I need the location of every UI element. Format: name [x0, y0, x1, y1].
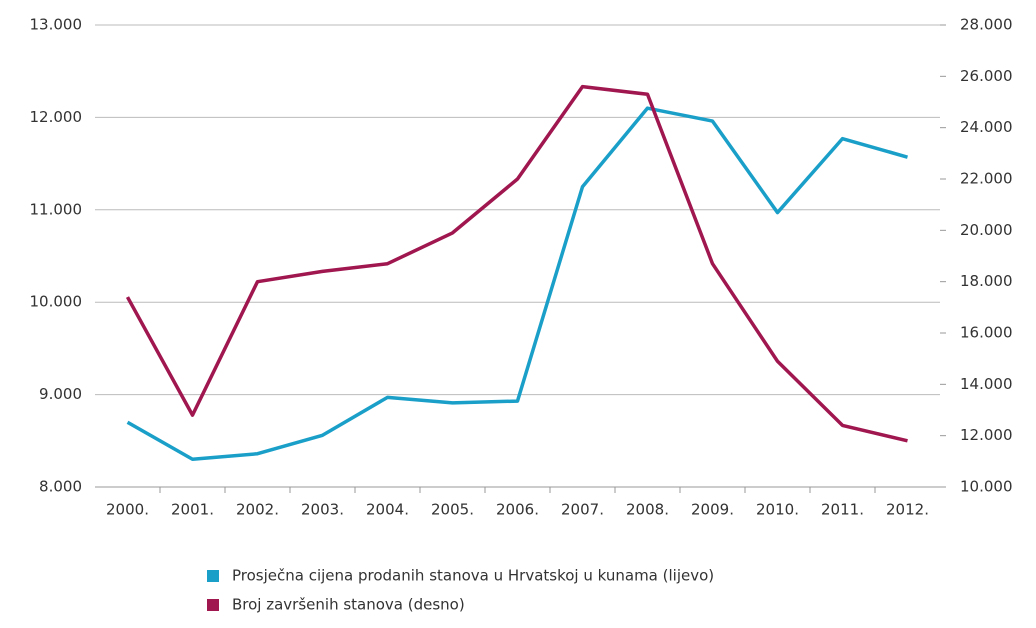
legend-label: Broj završenih stanova (desno): [232, 596, 465, 614]
y2-tick-label: 28.000: [960, 16, 1013, 34]
x-tick-label: 2006.: [496, 501, 539, 519]
y-tick-label: 9.000: [39, 385, 82, 403]
x-tick-label: 2005.: [431, 501, 474, 519]
y-tick-label: 10.000: [30, 293, 83, 311]
y-tick-label: 8.000: [39, 478, 82, 496]
legend-swatch: [207, 570, 219, 582]
x-tick-label: 2010.: [756, 501, 799, 519]
x-tick-label: 2011.: [821, 501, 864, 519]
x-tick-label: 2009.: [691, 501, 734, 519]
y2-tick-label: 10.000: [960, 478, 1013, 496]
y-tick-label: 11.000: [30, 200, 83, 218]
x-tick-label: 2007.: [561, 501, 604, 519]
y2-tick-label: 26.000: [960, 67, 1013, 85]
x-tick-label: 2003.: [301, 501, 344, 519]
x-tick-label: 2000.: [106, 501, 149, 519]
series-line: [126, 106, 908, 462]
y2-tick-label: 22.000: [960, 170, 1013, 188]
x-tick-label: 2012.: [886, 501, 929, 519]
y-tick-label: 13.000: [30, 16, 83, 34]
series-line: [125, 84, 908, 443]
x-tick-label: 2008.: [626, 501, 669, 519]
y2-tick-label: 14.000: [960, 375, 1013, 393]
y2-tick-label: 18.000: [960, 272, 1013, 290]
y-tick-label: 12.000: [30, 108, 83, 126]
legend-label: Prosječna cijena prodanih stanova u Hrva…: [232, 567, 714, 585]
y2-tick-label: 12.000: [960, 426, 1013, 444]
x-tick-label: 2002.: [236, 501, 279, 519]
x-tick-label: 2004.: [366, 501, 409, 519]
y2-tick-label: 24.000: [960, 118, 1013, 136]
y2-tick-label: 16.000: [960, 324, 1013, 342]
y2-tick-label: 20.000: [960, 221, 1013, 239]
x-tick-label: 2001.: [171, 501, 214, 519]
legend-swatch: [207, 599, 219, 611]
